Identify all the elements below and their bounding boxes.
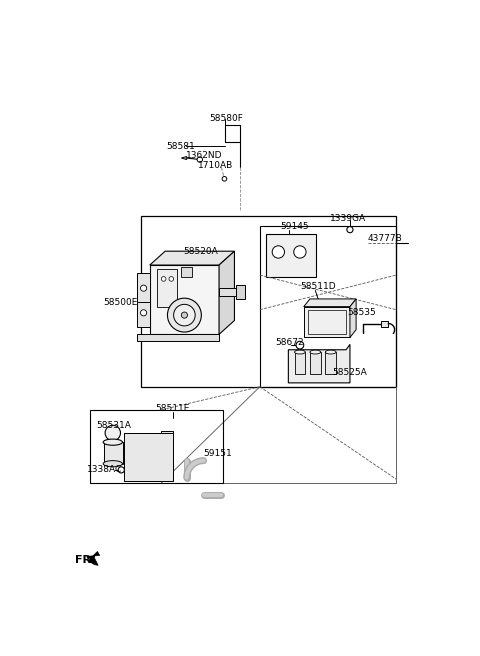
Polygon shape bbox=[310, 352, 321, 374]
Polygon shape bbox=[137, 335, 219, 340]
Text: 58511E: 58511E bbox=[155, 404, 190, 413]
Circle shape bbox=[169, 277, 174, 281]
Circle shape bbox=[272, 246, 285, 258]
Circle shape bbox=[161, 277, 166, 281]
Text: 58525A: 58525A bbox=[332, 369, 367, 377]
Bar bbox=[266, 234, 316, 277]
Text: 59145: 59145 bbox=[280, 222, 309, 231]
Polygon shape bbox=[219, 288, 236, 296]
Polygon shape bbox=[88, 552, 100, 565]
Text: 1339GA: 1339GA bbox=[330, 215, 366, 223]
Polygon shape bbox=[236, 285, 245, 299]
Circle shape bbox=[347, 226, 353, 233]
Circle shape bbox=[141, 310, 147, 316]
Polygon shape bbox=[137, 273, 150, 327]
Text: 1338AC: 1338AC bbox=[87, 465, 122, 474]
Ellipse shape bbox=[295, 350, 305, 354]
Text: 58500E: 58500E bbox=[104, 298, 138, 306]
Polygon shape bbox=[304, 306, 350, 337]
Polygon shape bbox=[150, 265, 219, 335]
Ellipse shape bbox=[103, 461, 122, 467]
Bar bbox=[141, 216, 396, 387]
Polygon shape bbox=[181, 157, 187, 159]
Text: FR.: FR. bbox=[75, 555, 96, 565]
Text: 58531A: 58531A bbox=[96, 422, 132, 430]
Text: 58580F: 58580F bbox=[209, 114, 243, 123]
Circle shape bbox=[181, 312, 188, 318]
Text: 58672: 58672 bbox=[275, 338, 304, 346]
Circle shape bbox=[105, 425, 120, 441]
Polygon shape bbox=[124, 433, 173, 481]
Circle shape bbox=[296, 341, 304, 349]
Polygon shape bbox=[180, 268, 192, 277]
Polygon shape bbox=[157, 269, 177, 308]
Ellipse shape bbox=[310, 350, 321, 354]
Polygon shape bbox=[304, 299, 356, 306]
Text: 1710AB: 1710AB bbox=[197, 161, 233, 170]
Polygon shape bbox=[219, 251, 234, 335]
Bar bbox=[260, 226, 396, 387]
Text: 43777B: 43777B bbox=[368, 234, 402, 243]
Polygon shape bbox=[381, 321, 388, 327]
Text: 58511D: 58511D bbox=[300, 282, 336, 291]
Polygon shape bbox=[325, 352, 336, 374]
Circle shape bbox=[294, 246, 306, 258]
Polygon shape bbox=[295, 352, 305, 374]
Ellipse shape bbox=[103, 439, 122, 445]
Polygon shape bbox=[104, 442, 123, 464]
Ellipse shape bbox=[325, 350, 336, 354]
Polygon shape bbox=[288, 344, 350, 383]
Text: 59151: 59151 bbox=[203, 449, 232, 458]
Circle shape bbox=[197, 157, 203, 162]
Circle shape bbox=[174, 304, 195, 326]
Polygon shape bbox=[150, 251, 234, 265]
Text: 1362ND: 1362ND bbox=[186, 152, 222, 160]
Polygon shape bbox=[124, 432, 173, 481]
Circle shape bbox=[168, 298, 201, 332]
Text: 58581: 58581 bbox=[166, 142, 195, 151]
Text: 58520A: 58520A bbox=[184, 247, 218, 256]
Circle shape bbox=[118, 467, 124, 473]
Text: 58535: 58535 bbox=[348, 308, 376, 318]
Bar bbox=[90, 410, 223, 483]
Polygon shape bbox=[350, 299, 356, 337]
Circle shape bbox=[222, 176, 227, 181]
Circle shape bbox=[141, 285, 147, 291]
